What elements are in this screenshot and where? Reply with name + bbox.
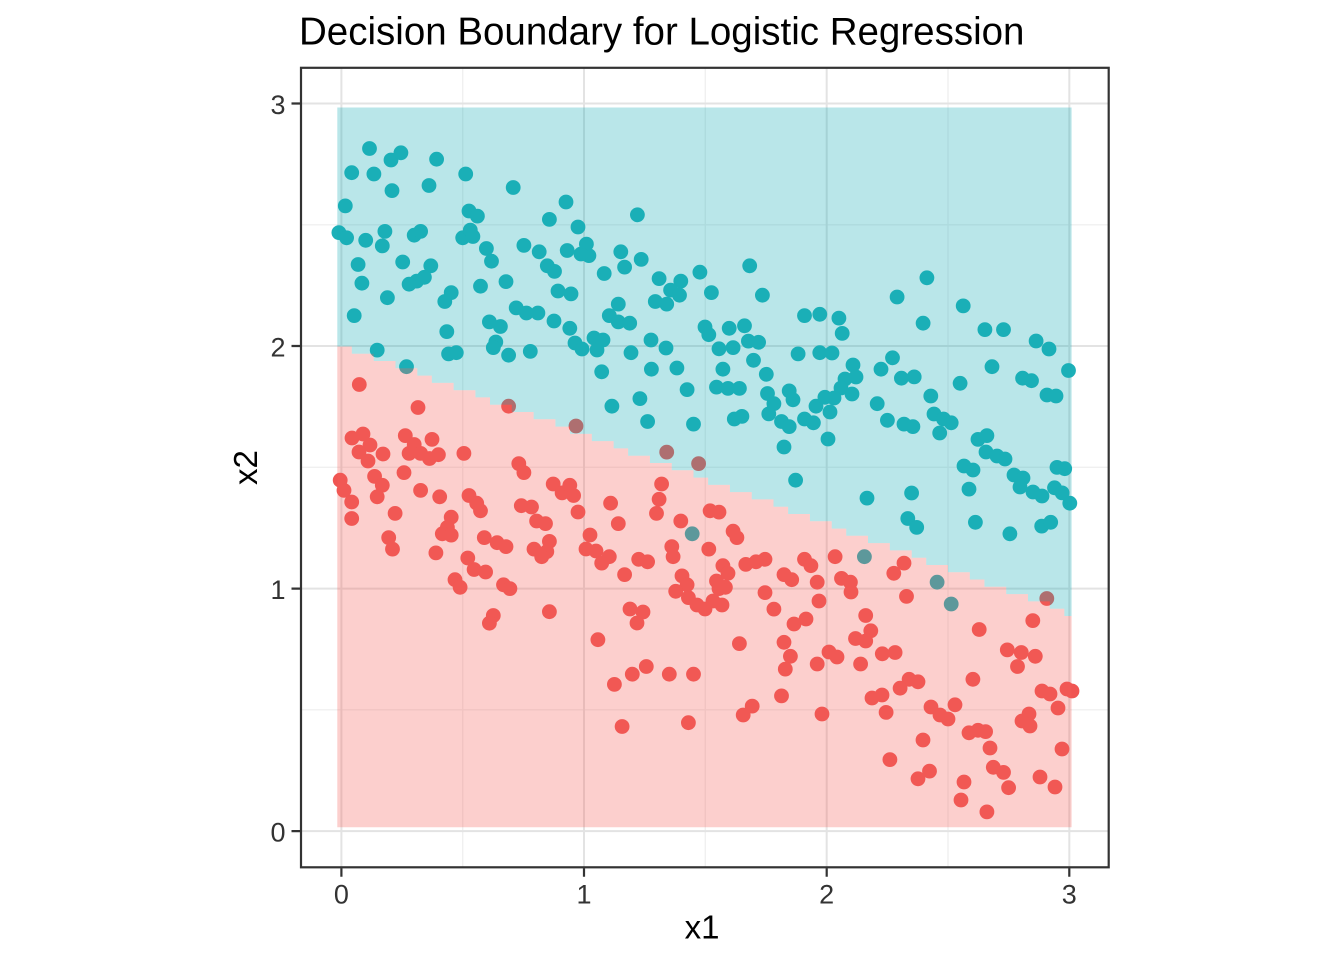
svg-text:0: 0 — [334, 880, 349, 910]
svg-text:2: 2 — [270, 332, 285, 362]
svg-text:2: 2 — [819, 880, 834, 910]
svg-text:x2: x2 — [227, 450, 264, 485]
svg-text:1: 1 — [576, 880, 591, 910]
svg-text:0: 0 — [270, 817, 285, 847]
svg-text:Decision Boundary for Logistic: Decision Boundary for Logistic Regressio… — [299, 11, 1024, 54]
svg-text:1: 1 — [270, 575, 285, 605]
svg-text:3: 3 — [1062, 880, 1077, 910]
svg-text:3: 3 — [270, 90, 285, 120]
svg-text:x1: x1 — [685, 909, 720, 946]
